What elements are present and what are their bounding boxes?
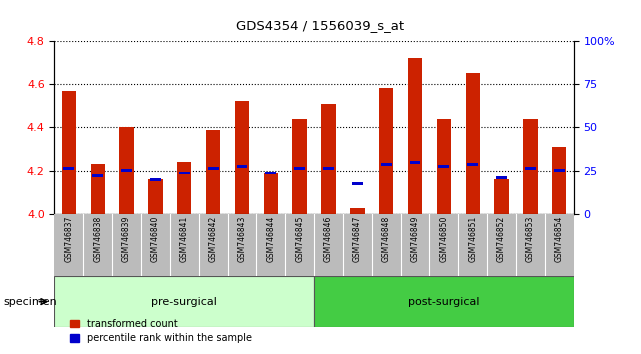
Bar (263, 173, 278, 214)
Bar (294, 167, 305, 170)
Bar (179, 172, 190, 175)
Bar (381, 163, 392, 166)
Text: GSM746848: GSM746848 (381, 216, 391, 262)
Text: GSM746845: GSM746845 (295, 216, 304, 262)
Text: GSM746846: GSM746846 (324, 216, 333, 262)
Text: GSM746841: GSM746841 (179, 216, 189, 262)
Text: GSM746842: GSM746842 (208, 216, 218, 262)
Bar (465, 73, 480, 214)
Bar (496, 176, 507, 179)
Bar (525, 167, 536, 170)
Bar (63, 167, 74, 170)
Bar (237, 165, 247, 168)
Text: specimen: specimen (3, 297, 57, 307)
Bar (314, 276, 574, 327)
Text: GDS4354 / 1556039_s_at: GDS4354 / 1556039_s_at (237, 19, 404, 33)
Text: GSM746840: GSM746840 (151, 216, 160, 262)
Bar (265, 172, 276, 175)
Text: post-surgical: post-surgical (408, 297, 479, 307)
Bar (92, 174, 103, 177)
Bar (438, 165, 449, 168)
Text: GSM746849: GSM746849 (410, 216, 420, 262)
Bar (121, 170, 132, 172)
Bar (321, 104, 336, 214)
Bar (148, 179, 163, 214)
Text: GSM746837: GSM746837 (64, 216, 74, 262)
Bar (90, 164, 105, 214)
Text: pre-surgical: pre-surgical (151, 297, 217, 307)
Bar (408, 58, 422, 214)
Bar (554, 170, 565, 172)
Legend: transformed count, percentile rank within the sample: transformed count, percentile rank withi… (66, 315, 256, 347)
Bar (467, 163, 478, 166)
Bar (494, 179, 509, 214)
Bar (523, 119, 538, 214)
Bar (352, 182, 363, 185)
Text: GSM746844: GSM746844 (266, 216, 276, 262)
Bar (379, 88, 394, 214)
Bar (323, 167, 334, 170)
Text: GSM746843: GSM746843 (237, 216, 247, 262)
Text: GSM746838: GSM746838 (93, 216, 103, 262)
Bar (177, 162, 192, 214)
Bar (208, 167, 219, 170)
Bar (62, 91, 76, 214)
Bar (552, 147, 567, 214)
Bar (437, 119, 451, 214)
Text: GSM746854: GSM746854 (554, 216, 564, 262)
Text: GSM746853: GSM746853 (526, 216, 535, 262)
Text: GSM746852: GSM746852 (497, 216, 506, 262)
Bar (292, 119, 307, 214)
Bar (235, 102, 249, 214)
Bar (410, 161, 420, 164)
Bar (119, 127, 134, 214)
Text: GSM746847: GSM746847 (353, 216, 362, 262)
Bar (54, 276, 314, 327)
Bar (350, 208, 365, 214)
Bar (150, 178, 161, 181)
Text: GSM746839: GSM746839 (122, 216, 131, 262)
Text: GSM746851: GSM746851 (468, 216, 478, 262)
Text: GSM746850: GSM746850 (439, 216, 449, 262)
Bar (206, 130, 221, 214)
